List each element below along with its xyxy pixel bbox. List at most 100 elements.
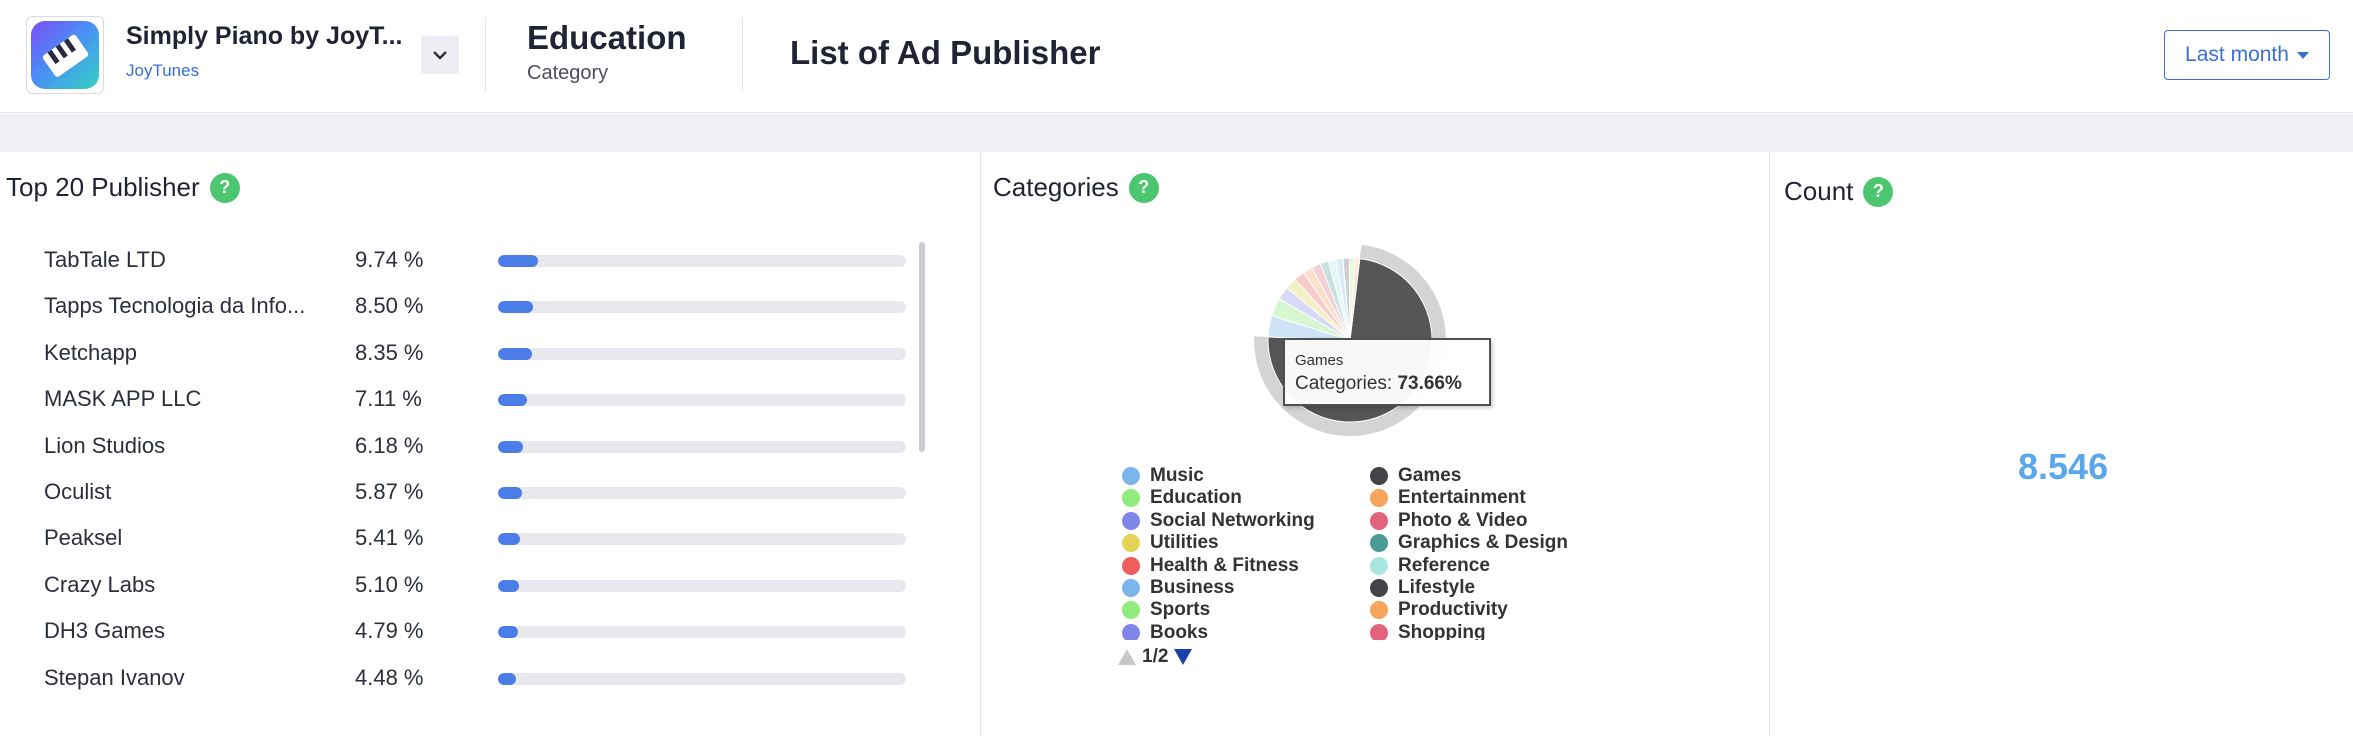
legend-item[interactable]: Health & Fitness xyxy=(1122,555,1299,577)
share-bar-fill xyxy=(498,487,522,499)
share-bar-fill xyxy=(498,672,517,685)
publisher-row[interactable]: Peaksel 5.41 % xyxy=(44,523,914,553)
legend-item[interactable]: Games xyxy=(1370,465,1461,487)
legend-item[interactable]: Social Networking xyxy=(1122,510,1315,532)
share-bar-fill xyxy=(498,394,527,407)
pager-label: 1/2 xyxy=(1142,646,1169,667)
top-publisher-panel: Top 20 Publisher ? TabTale LTD 9.74 % Tapp… xyxy=(0,152,980,736)
legend-pager: 1/2 xyxy=(1118,646,1193,668)
page-up-icon[interactable] xyxy=(1118,649,1136,665)
legend-dot-icon xyxy=(1122,511,1140,530)
publisher-name: MASK APP LLC xyxy=(44,386,202,412)
publisher-title: Top 20 Publisher xyxy=(6,172,200,202)
categories-title: Categories xyxy=(993,172,1119,202)
share-bar-track xyxy=(498,394,906,407)
share-bar-track xyxy=(498,440,906,453)
separator-band xyxy=(0,114,2353,152)
legend-dot-icon xyxy=(1370,623,1388,640)
legend-item[interactable]: Sports xyxy=(1122,599,1210,621)
publisher-row[interactable]: Ketchapp 8.35 % xyxy=(44,338,914,368)
caret-down-icon xyxy=(2296,51,2309,59)
legend-dot-icon xyxy=(1370,579,1388,597)
category-label: Category xyxy=(527,62,609,84)
publisher-name: Crazy Labs xyxy=(44,571,156,597)
category-value: Education xyxy=(527,19,687,56)
publisher-name: Oculist xyxy=(44,479,112,504)
legend-label: Books xyxy=(1150,621,1209,640)
app-icon[interactable] xyxy=(26,16,104,94)
panel-title: Categories ? xyxy=(993,172,1159,203)
legend-dot-icon xyxy=(1370,534,1388,553)
legend-label: Photo & Video xyxy=(1398,509,1528,531)
publisher-percent: 5.41 % xyxy=(355,525,424,551)
legend-item[interactable]: Utilities xyxy=(1122,532,1219,554)
piano-logo-icon xyxy=(31,21,99,89)
publisher-row[interactable]: Stepan Ivanov 4.48 % xyxy=(44,663,914,693)
share-bar-track xyxy=(498,487,906,499)
legend-dot-icon xyxy=(1370,489,1388,508)
legend-dot-icon xyxy=(1122,467,1140,485)
legend-dot-icon xyxy=(1122,623,1140,640)
publisher-row[interactable]: Crazy Labs 5.10 % xyxy=(44,570,914,600)
publisher-name: DH3 Games xyxy=(44,618,166,644)
share-bar-track xyxy=(498,347,906,360)
legend-item[interactable]: Reference xyxy=(1370,555,1490,577)
legend-item[interactable]: Photo & Video xyxy=(1370,510,1527,532)
legend-label: Reference xyxy=(1398,554,1490,576)
app-select-button[interactable] xyxy=(421,36,459,74)
pie-slice-productivity[interactable] xyxy=(1349,257,1361,341)
legend-item[interactable]: Entertainment xyxy=(1370,487,1526,509)
publisher-row[interactable]: Tapps Tecnologia da Info... 8.50 % xyxy=(44,291,914,321)
tooltip-category: Games xyxy=(1295,352,1344,369)
publisher-name: TabTale LTD xyxy=(44,247,166,272)
period-dropdown[interactable]: Last month xyxy=(2164,30,2330,80)
publisher-percent: 9.74 % xyxy=(355,247,424,272)
help-icon[interactable]: ? xyxy=(1128,172,1159,203)
share-bar-track xyxy=(498,301,906,314)
legend-label: Utilities xyxy=(1150,532,1219,554)
publisher-percent: 5.87 % xyxy=(355,479,424,504)
divider xyxy=(485,18,486,92)
publisher-row[interactable]: Oculist 5.87 % xyxy=(44,477,914,507)
share-bar-fill xyxy=(498,626,518,639)
legend-dot-icon xyxy=(1122,556,1140,575)
publisher-percent: 6.18 % xyxy=(355,432,424,458)
top-header: Simply Piano by JoyT... JoyTunes Educati… xyxy=(0,0,2353,113)
publisher-row[interactable]: Lion Studios 6.18 % xyxy=(44,431,914,461)
publisher-percent: 4.48 % xyxy=(355,664,424,690)
page-down-icon[interactable] xyxy=(1174,649,1193,665)
legend-label: Graphics & Design xyxy=(1398,532,1568,554)
legend-item[interactable]: Productivity xyxy=(1370,599,1508,621)
help-icon[interactable]: ? xyxy=(209,172,240,203)
legend-label: Social Networking xyxy=(1150,509,1315,531)
legend-item[interactable]: Shopping xyxy=(1370,622,1486,640)
legend-item[interactable]: Business xyxy=(1122,577,1234,599)
count-title: Count xyxy=(1784,176,1854,206)
legend-item[interactable]: Music xyxy=(1122,465,1204,487)
share-bar-track xyxy=(498,626,906,639)
publisher-row[interactable]: MASK APP LLC 7.11 % xyxy=(44,384,914,414)
legend-item[interactable]: Education xyxy=(1122,487,1242,509)
legend-item[interactable]: Graphics & Design xyxy=(1370,532,1568,554)
legend-item[interactable]: Lifestyle xyxy=(1370,577,1475,599)
legend-label: Lifestyle xyxy=(1398,577,1476,598)
share-bar-fill xyxy=(498,301,533,314)
legend-item[interactable]: Books xyxy=(1122,622,1208,640)
panel-divider xyxy=(980,152,981,736)
publisher-name: Lion Studios xyxy=(44,432,166,458)
publisher-percent: 5.10 % xyxy=(355,571,424,597)
legend-dot-icon xyxy=(1370,467,1388,485)
publisher-row[interactable]: TabTale LTD 9.74 % xyxy=(44,245,914,275)
scrollbar[interactable] xyxy=(919,242,925,452)
developer-link[interactable]: JoyTunes xyxy=(126,61,200,80)
legend-dot-icon xyxy=(1122,579,1140,597)
tooltip-label: Categories: xyxy=(1295,373,1393,394)
page-title: List of Ad Publisher xyxy=(790,34,1101,71)
publisher-percent: 7.11 % xyxy=(355,386,422,412)
share-bar-track xyxy=(498,672,906,685)
help-icon[interactable]: ? xyxy=(1863,176,1894,207)
publisher-row[interactable]: DH3 Games 4.79 % xyxy=(44,616,914,646)
publisher-name: Peaksel xyxy=(44,525,123,551)
legend-dot-icon xyxy=(1122,534,1140,553)
legend-dot-icon xyxy=(1122,601,1140,620)
